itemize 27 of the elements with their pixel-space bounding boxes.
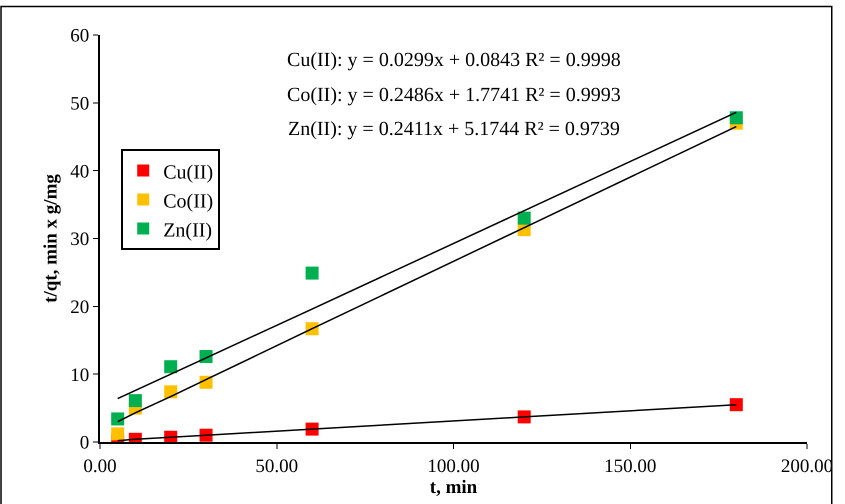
annotation: Co(II): y = 0.2486x + 1.7741 R² = 0.9993 (287, 84, 621, 106)
legend-label: Co(II) (163, 190, 214, 212)
y-tick-label: 50 (70, 93, 90, 114)
y-tick-label: 30 (70, 229, 90, 250)
x-tick-label: 100.00 (427, 456, 480, 477)
x-tick-label: 0.00 (83, 456, 117, 477)
y-tick-label: 20 (70, 296, 90, 318)
y-tick-label: 10 (70, 364, 90, 386)
legend-label: Cu(II) (163, 161, 214, 184)
point (518, 212, 531, 225)
annotation: Zn(II): y = 0.2411x + 5.1744 R² = 0.9739 (288, 118, 620, 140)
point (306, 266, 319, 280)
point (111, 412, 124, 426)
point (128, 394, 142, 408)
x-tick-label: 50.00 (255, 456, 298, 477)
legend-label: Zn(II) (163, 219, 212, 242)
x-tick-label: 150.00 (604, 456, 656, 477)
point (164, 360, 178, 374)
y-tick-label: 40 (70, 161, 90, 182)
point (730, 111, 743, 124)
annotation: Cu(II): y = 0.0299x + 0.0843 R² = 0.9998 (287, 49, 621, 71)
y-tick-label: 60 (70, 26, 90, 47)
point (730, 398, 743, 412)
x-axis-title: t, min (430, 476, 478, 498)
y-axis-title: t/qt, min x g/mg (40, 174, 62, 303)
point (111, 427, 124, 440)
y-tick-label: 0 (80, 432, 90, 454)
